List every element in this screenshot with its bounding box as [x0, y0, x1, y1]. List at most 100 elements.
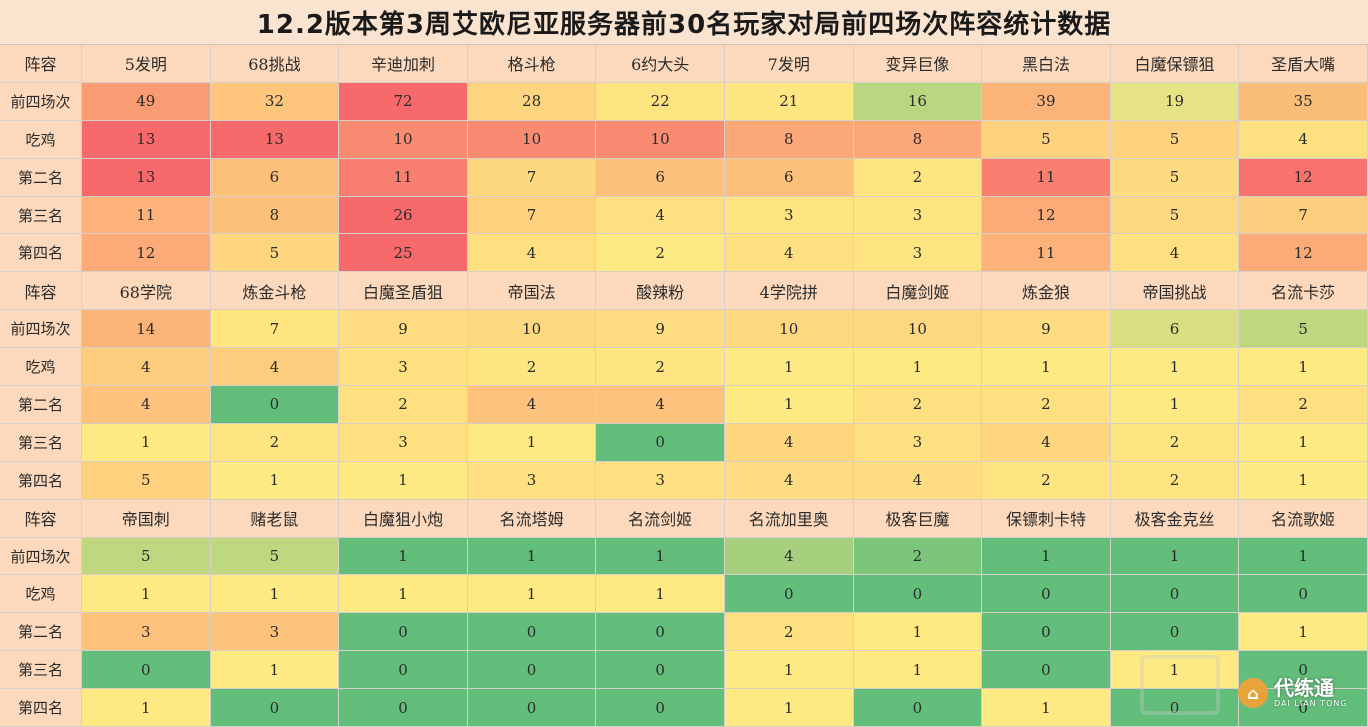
- value-cell: 0: [982, 651, 1111, 690]
- value-cell: 0: [467, 689, 597, 727]
- value-cell: 0: [1110, 613, 1240, 652]
- value-cell: 3: [339, 348, 468, 387]
- watermark-subtext: DAI LIAN TONG: [1274, 699, 1348, 708]
- value-cell: 2: [596, 348, 725, 387]
- value-cell: 72: [339, 82, 468, 121]
- watermark-text: 代练通: [1274, 676, 1334, 700]
- value-cell: 5: [1110, 158, 1240, 197]
- value-cell: 1: [339, 575, 468, 614]
- value-cell: 1: [1239, 537, 1368, 576]
- value-cell: 1: [982, 537, 1111, 576]
- value-cell: 0: [724, 575, 854, 614]
- row-label-cell: 第四名: [0, 461, 82, 500]
- value-cell: 14: [82, 310, 211, 349]
- value-cell: 25: [339, 234, 468, 273]
- value-cell: 1: [210, 575, 340, 614]
- row-label-cell: 前四场次: [0, 537, 82, 576]
- value-cell: 0: [1110, 575, 1240, 614]
- value-cell: 1: [82, 689, 211, 727]
- value-cell: 22: [596, 82, 725, 121]
- value-cell: 5: [210, 234, 340, 273]
- value-cell: 12: [82, 234, 211, 273]
- value-cell: 1: [724, 348, 854, 387]
- value-cell: 7: [467, 158, 597, 197]
- value-cell: 0: [596, 613, 725, 652]
- row-label-cell: 第三名: [0, 423, 82, 462]
- value-cell: 2: [1239, 386, 1368, 424]
- watermark: ⌂ 代练通 DAI LIAN TONG: [1238, 675, 1358, 711]
- row-label-cell: 第四名: [0, 234, 82, 273]
- value-cell: 9: [339, 310, 468, 349]
- value-cell: 2: [853, 537, 983, 576]
- value-cell: 2: [853, 158, 983, 197]
- value-cell: 4: [853, 461, 983, 500]
- value-cell: 1: [82, 423, 211, 462]
- comp-name-cell: 6约大头: [596, 45, 725, 83]
- value-cell: 4: [982, 423, 1111, 462]
- value-cell: 4: [724, 423, 854, 462]
- value-cell: 1: [1110, 348, 1240, 387]
- value-cell: 1: [1110, 386, 1240, 424]
- row-label-cell: 第二名: [0, 386, 82, 424]
- value-cell: 4: [467, 234, 597, 273]
- value-cell: 1: [1239, 348, 1368, 387]
- value-cell: 4: [724, 234, 854, 273]
- value-cell: 2: [853, 386, 983, 424]
- comp-name-cell: 酸辣粉: [596, 272, 725, 311]
- value-cell: 0: [596, 689, 725, 727]
- row-label-cell: 第三名: [0, 651, 82, 690]
- value-cell: 10: [339, 120, 468, 159]
- value-cell: 11: [982, 158, 1111, 197]
- comp-name-cell: 68学院: [82, 272, 211, 311]
- value-cell: 12: [982, 196, 1111, 235]
- value-cell: 21: [724, 82, 854, 121]
- row-label-cell: 吃鸡: [0, 348, 82, 387]
- value-cell: 7: [210, 310, 340, 349]
- comp-name-cell: 名流卡莎: [1239, 272, 1368, 311]
- value-cell: 2: [210, 423, 340, 462]
- row-label-cell: 前四场次: [0, 82, 82, 121]
- value-cell: 4: [210, 348, 340, 387]
- value-cell: 26: [339, 196, 468, 235]
- value-cell: 16: [853, 82, 983, 121]
- value-cell: 6: [210, 158, 340, 197]
- value-cell: 3: [210, 613, 340, 652]
- value-cell: 5: [982, 120, 1111, 159]
- value-cell: 0: [596, 651, 725, 690]
- row-label-cell: 吃鸡: [0, 120, 82, 159]
- comp-name-cell: 名流塔姆: [467, 499, 597, 538]
- value-cell: 1: [982, 689, 1111, 727]
- comp-name-cell: 白魔保镖狙: [1110, 45, 1240, 83]
- value-cell: 2: [467, 348, 597, 387]
- value-cell: 3: [596, 461, 725, 500]
- value-cell: 0: [1110, 689, 1240, 727]
- value-cell: 32: [210, 82, 340, 121]
- value-cell: 4: [724, 537, 854, 576]
- value-cell: 5: [1110, 196, 1240, 235]
- value-cell: 12: [1239, 158, 1368, 197]
- value-cell: 10: [724, 310, 854, 349]
- value-cell: 1: [1110, 537, 1240, 576]
- value-cell: 0: [596, 423, 725, 462]
- value-cell: 6: [1110, 310, 1240, 349]
- value-cell: 5: [1239, 310, 1368, 349]
- value-cell: 5: [82, 537, 211, 576]
- comp-name-cell: 格斗枪: [467, 45, 597, 83]
- value-cell: 2: [724, 613, 854, 652]
- comp-name-cell: 极客金克丝: [1110, 499, 1240, 538]
- comp-name-cell: 4学院拼: [724, 272, 854, 311]
- value-cell: 1: [853, 613, 983, 652]
- tower-icon: ⌂: [1238, 678, 1268, 708]
- value-cell: 9: [596, 310, 725, 349]
- value-cell: 1: [1239, 423, 1368, 462]
- row-label-cell: 吃鸡: [0, 575, 82, 614]
- value-cell: 1: [853, 651, 983, 690]
- value-cell: 4: [596, 196, 725, 235]
- row-label-cell: 第四名: [0, 689, 82, 727]
- value-cell: 2: [339, 386, 468, 424]
- value-cell: 0: [982, 575, 1111, 614]
- comp-name-cell: 保镖刺卡特: [982, 499, 1111, 538]
- value-cell: 0: [210, 386, 340, 424]
- value-cell: 3: [339, 423, 468, 462]
- value-cell: 0: [1239, 575, 1368, 614]
